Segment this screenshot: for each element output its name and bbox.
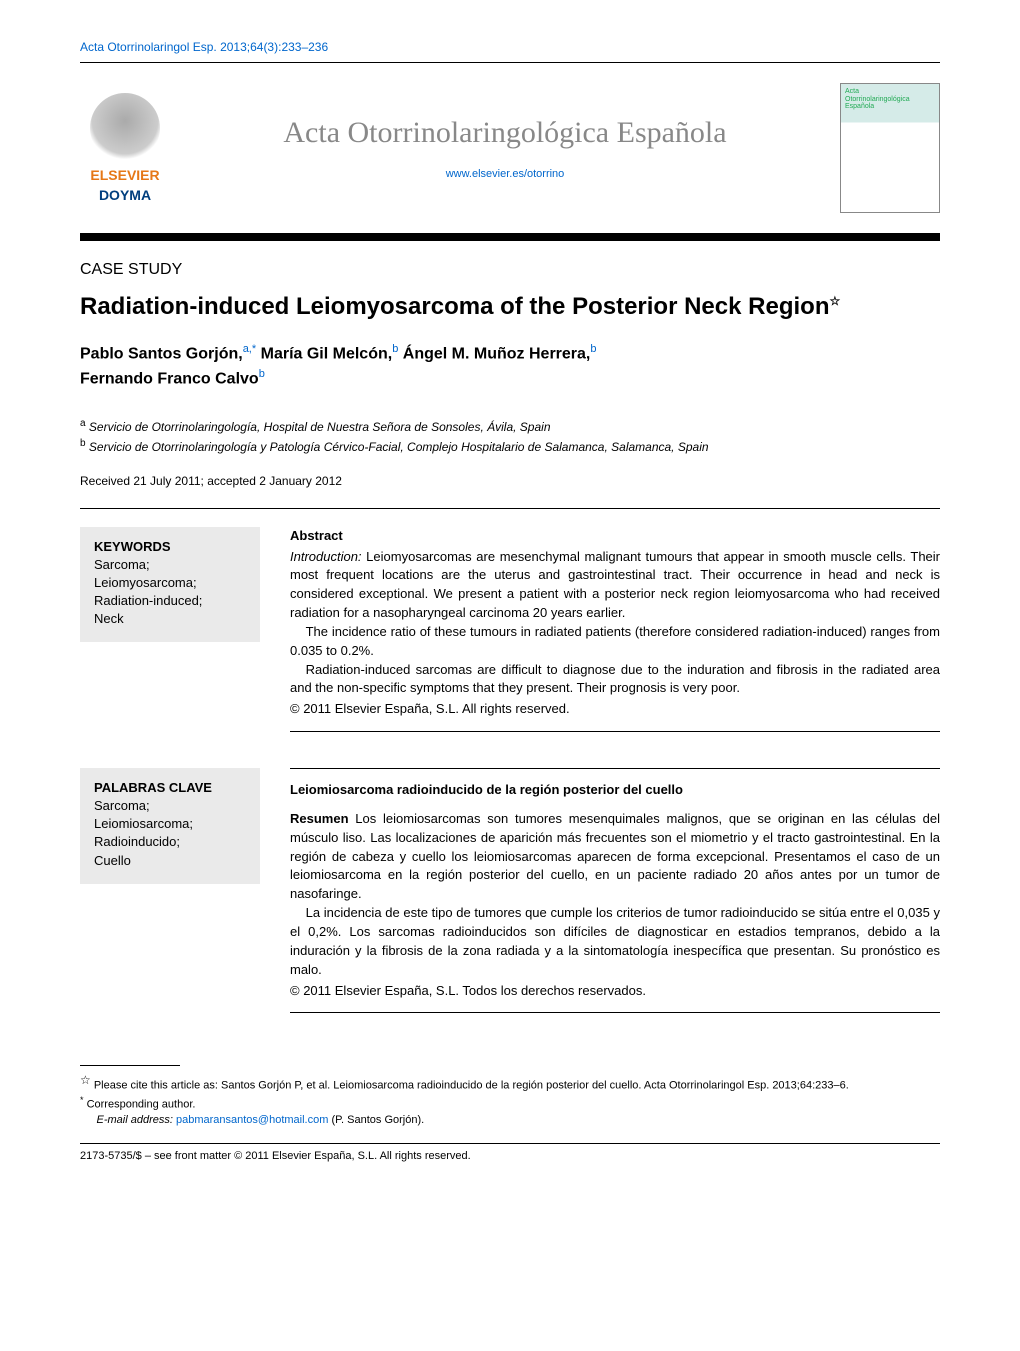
- abstract-para: La incidencia de este tipo de tumores qu…: [290, 904, 940, 979]
- affiliations: a Servicio de Otorrinolaringología, Hosp…: [80, 416, 940, 456]
- abstract-heading: Abstract: [290, 527, 940, 546]
- affiliation: a Servicio de Otorrinolaringología, Hosp…: [80, 416, 940, 436]
- copyright-spanish: © 2011 Elsevier España, S.L. Todos los d…: [290, 982, 940, 1001]
- author: María Gil Melcón,: [261, 345, 393, 362]
- abstract-para: Radiation-induced sarcomas are difficult…: [290, 661, 940, 699]
- abstract-divider: [290, 1012, 940, 1013]
- star-icon: ☆: [80, 1073, 91, 1087]
- journal-title: Acta Otorrinolaringológica Española: [170, 116, 840, 150]
- journal-header: ELSEVIER DOYMA Acta Otorrinolaringológic…: [80, 75, 940, 221]
- abstract-para: Resumen Los leiomiosarcomas son tumores …: [290, 810, 940, 904]
- footnote-email: E-mail address: pabmaransantos@hotmail.c…: [80, 1113, 940, 1128]
- keywords-heading: PALABRAS CLAVE: [94, 780, 246, 795]
- spanish-abstract-row: PALABRAS CLAVE Sarcoma; Leiomiosarcoma; …: [80, 768, 940, 1025]
- abstract-content-spanish: Leiomiosarcoma radioinducido de la regió…: [290, 768, 940, 1025]
- citation-header[interactable]: Acta Otorrinolaringol Esp. 2013;64(3):23…: [80, 40, 940, 54]
- issn-line: 2173-5735/$ – see front matter © 2011 El…: [80, 1143, 940, 1162]
- abstract-para: Introduction: Leiomyosarcomas are mesenc…: [290, 548, 940, 623]
- spanish-title: Leiomiosarcoma radioinducido de la regió…: [290, 781, 940, 800]
- email-link[interactable]: pabmaransantos@hotmail.com: [176, 1114, 328, 1126]
- journal-title-area: Acta Otorrinolaringológica Española www.…: [170, 116, 840, 180]
- keywords-box-spanish: PALABRAS CLAVE Sarcoma; Leiomiosarcoma; …: [80, 768, 260, 884]
- keywords-list: Sarcoma; Leiomyosarcoma; Radiation-induc…: [94, 556, 246, 629]
- footnote-corresponding: * Corresponding author.: [80, 1094, 940, 1113]
- author: Pablo Santos Gorjón,: [80, 345, 243, 362]
- footnotes: ☆ Please cite this article as: Santos Go…: [80, 1065, 940, 1128]
- keywords-heading: KEYWORDS: [94, 539, 246, 554]
- keywords-list: Sarcoma; Leiomiosarcoma; Radioinducido; …: [94, 797, 246, 870]
- article-title: Radiation-induced Leiomyosarcoma of the …: [80, 293, 940, 321]
- copyright-english: © 2011 Elsevier España, S.L. All rights …: [290, 700, 940, 719]
- star-icon: ☆: [829, 294, 840, 308]
- elsevier-brand-bottom: DOYMA: [80, 187, 170, 203]
- article-rule: [80, 508, 940, 509]
- journal-cover-thumbnail: Acta Otorrinolaringológica Española: [840, 83, 940, 213]
- author-superscript: b: [590, 343, 596, 355]
- abstract-divider: [290, 768, 940, 769]
- footnote-rule: [80, 1065, 180, 1066]
- section-label: CASE STUDY: [80, 261, 940, 279]
- cover-title: Acta Otorrinolaringológica Española: [845, 88, 910, 111]
- author-superscript: b: [392, 343, 398, 355]
- english-abstract-row: KEYWORDS Sarcoma; Leiomyosarcoma; Radiat…: [80, 527, 940, 744]
- elsevier-tree-icon: [90, 93, 160, 163]
- journal-url[interactable]: www.elsevier.es/otorrino: [170, 168, 840, 180]
- abstract-content-english: Abstract Introduction: Leiomyosarcomas a…: [290, 527, 940, 744]
- article-dates: Received 21 July 2011; accepted 2 Januar…: [80, 474, 940, 488]
- elsevier-logo: ELSEVIER DOYMA: [80, 93, 170, 203]
- footnote-cite-as: ☆ Please cite this article as: Santos Go…: [80, 1072, 940, 1094]
- abstract-para: The incidence ratio of these tumours in …: [290, 623, 940, 661]
- author-superscript: b: [259, 368, 265, 380]
- top-rule: [80, 62, 940, 63]
- header-black-bar: [80, 233, 940, 241]
- affiliation: b Servicio de Otorrinolaringología y Pat…: [80, 436, 940, 456]
- keywords-box-english: KEYWORDS Sarcoma; Leiomyosarcoma; Radiat…: [80, 527, 260, 643]
- author: Ángel M. Muñoz Herrera,: [403, 345, 591, 362]
- abstract-divider: [290, 731, 940, 732]
- author: Fernando Franco Calvo: [80, 371, 259, 388]
- authors-list: Pablo Santos Gorjón,a,* María Gil Melcón…: [80, 341, 940, 392]
- author-superscript: a,*: [243, 343, 256, 355]
- elsevier-brand-top: ELSEVIER: [80, 167, 170, 183]
